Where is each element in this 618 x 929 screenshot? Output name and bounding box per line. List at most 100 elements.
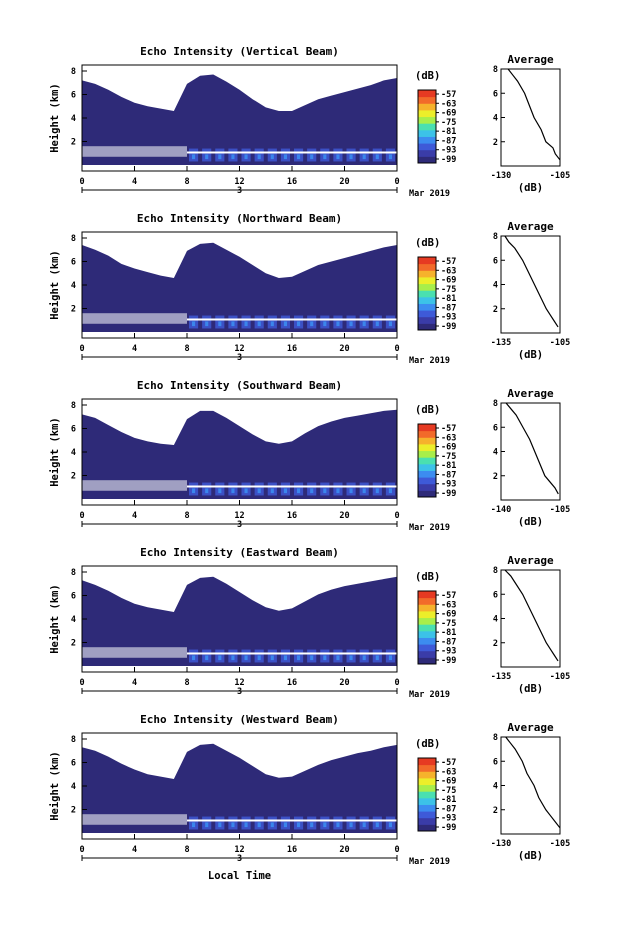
x-tick-label: 20 bbox=[339, 845, 349, 855]
average-x-tick-label: -105 bbox=[550, 839, 570, 849]
colorbar-swatch bbox=[418, 477, 436, 485]
colorbar-swatch bbox=[418, 437, 436, 445]
y-tick-label: 4 bbox=[71, 782, 76, 792]
x-tick-label: 0 bbox=[79, 177, 84, 187]
echo-cell bbox=[283, 154, 287, 160]
x-tick-label: 0 bbox=[79, 511, 84, 521]
colorbar-tick-label: -93 bbox=[441, 647, 456, 657]
colorbar-tick-label: -81 bbox=[441, 795, 456, 805]
average-profile-line bbox=[505, 736, 561, 829]
colorbar-swatch bbox=[418, 143, 436, 151]
average-profile-line bbox=[507, 68, 561, 161]
colorbar-swatch bbox=[418, 591, 436, 599]
colorbar-tick-label: -57 bbox=[441, 758, 456, 768]
echo-cell bbox=[257, 488, 261, 494]
colorbar-swatch bbox=[418, 149, 436, 157]
month-label: Mar 2019 bbox=[409, 690, 450, 700]
echo-cell bbox=[283, 655, 287, 661]
echo-cell bbox=[375, 488, 379, 494]
x-axis-label: Local Time bbox=[208, 870, 271, 882]
colorbar-tick-label: -57 bbox=[441, 257, 456, 267]
colorbar-tick-label: -75 bbox=[441, 118, 456, 128]
colorbar-tick-label: -75 bbox=[441, 452, 456, 462]
colorbar-swatch bbox=[418, 103, 436, 111]
average-x-label: (dB) bbox=[518, 182, 543, 194]
echo-region bbox=[82, 74, 397, 165]
average-title: Average bbox=[507, 554, 554, 567]
colorbar-swatch bbox=[418, 270, 436, 278]
average-frame bbox=[500, 569, 561, 668]
colorbar-frame bbox=[417, 423, 437, 498]
x-tick-label: 0 bbox=[79, 344, 84, 354]
y-axis-label: Height (km) bbox=[49, 417, 61, 487]
y-tick-label: 8 bbox=[71, 401, 76, 411]
average-y-tick-label: 2 bbox=[493, 806, 498, 816]
echo-cell bbox=[270, 488, 274, 494]
average-x-tick-label: -105 bbox=[550, 338, 570, 348]
average-x-label: (dB) bbox=[518, 850, 543, 862]
echo-cell bbox=[231, 321, 235, 327]
echo-cell bbox=[375, 822, 379, 828]
echo-cell bbox=[205, 655, 209, 661]
colorbar-swatch bbox=[418, 430, 436, 438]
echo-gap bbox=[82, 146, 187, 157]
average-y-tick-label: 2 bbox=[493, 639, 498, 649]
colorbar-swatch bbox=[418, 457, 436, 465]
month-label: Mar 2019 bbox=[409, 356, 450, 366]
echo-cell bbox=[336, 822, 340, 828]
echo-cell bbox=[349, 822, 353, 828]
colorbar-swatch bbox=[418, 824, 436, 832]
colorbar-tick-label: -81 bbox=[441, 461, 456, 471]
y-tick-label: 6 bbox=[71, 91, 76, 101]
x-tick-label: 0 bbox=[394, 678, 399, 688]
colorbar-swatch bbox=[418, 257, 436, 265]
colorbar-unit: (dB) bbox=[415, 237, 440, 249]
echo-cell bbox=[362, 488, 366, 494]
colorbar-swatch bbox=[418, 276, 436, 285]
echo-cell bbox=[336, 321, 340, 327]
colorbar-swatch bbox=[418, 290, 436, 298]
echo-cell bbox=[375, 655, 379, 661]
average-x-label: (dB) bbox=[518, 516, 543, 528]
colorbar-swatch bbox=[418, 156, 436, 164]
x-tick-label: 8 bbox=[184, 344, 189, 354]
echo-region bbox=[82, 409, 397, 499]
colorbar-tick-label: -99 bbox=[441, 656, 456, 666]
colorbar-swatch bbox=[418, 443, 436, 452]
average-x-label: (dB) bbox=[518, 349, 543, 361]
average-title: Average bbox=[507, 721, 554, 734]
colorbar-swatch bbox=[418, 283, 436, 291]
average-y-tick-label: 6 bbox=[493, 256, 498, 266]
colorbar-tick-label: -75 bbox=[441, 786, 456, 796]
colorbar-tick-label: -57 bbox=[441, 591, 456, 601]
colorbar-swatch bbox=[418, 657, 436, 665]
colorbar-swatch bbox=[418, 96, 436, 104]
y-tick-label: 8 bbox=[71, 735, 76, 745]
month-label: Mar 2019 bbox=[409, 857, 450, 867]
colorbar-swatch bbox=[418, 123, 436, 131]
colorbar-unit: (dB) bbox=[415, 404, 440, 416]
y-tick-label: 6 bbox=[71, 592, 76, 602]
colorbar-swatch bbox=[418, 777, 436, 786]
colorbar-tick-label: -63 bbox=[441, 600, 456, 610]
x-tick-label: 0 bbox=[394, 511, 399, 521]
x-tick-label: 12 bbox=[234, 845, 244, 855]
echo-region bbox=[82, 576, 397, 666]
average-y-tick-label: 4 bbox=[493, 114, 498, 124]
average-profile-line bbox=[505, 402, 559, 495]
echo-cell bbox=[270, 655, 274, 661]
colorbar-frame bbox=[417, 590, 437, 665]
echo-cell bbox=[205, 321, 209, 327]
colorbar-swatch bbox=[418, 630, 436, 638]
echo-cell bbox=[244, 154, 248, 160]
x-tick-label: 4 bbox=[132, 511, 137, 521]
echo-cell bbox=[270, 154, 274, 160]
echo-gap bbox=[82, 313, 187, 324]
colorbar-swatch bbox=[418, 263, 436, 271]
echo-cell bbox=[205, 822, 209, 828]
x-tick-label: 16 bbox=[287, 511, 297, 521]
echo-gap bbox=[82, 647, 187, 658]
colorbar-swatch bbox=[418, 424, 436, 432]
colorbar-swatch bbox=[418, 610, 436, 619]
panel-title: Echo Intensity (Southward Beam) bbox=[137, 379, 342, 392]
